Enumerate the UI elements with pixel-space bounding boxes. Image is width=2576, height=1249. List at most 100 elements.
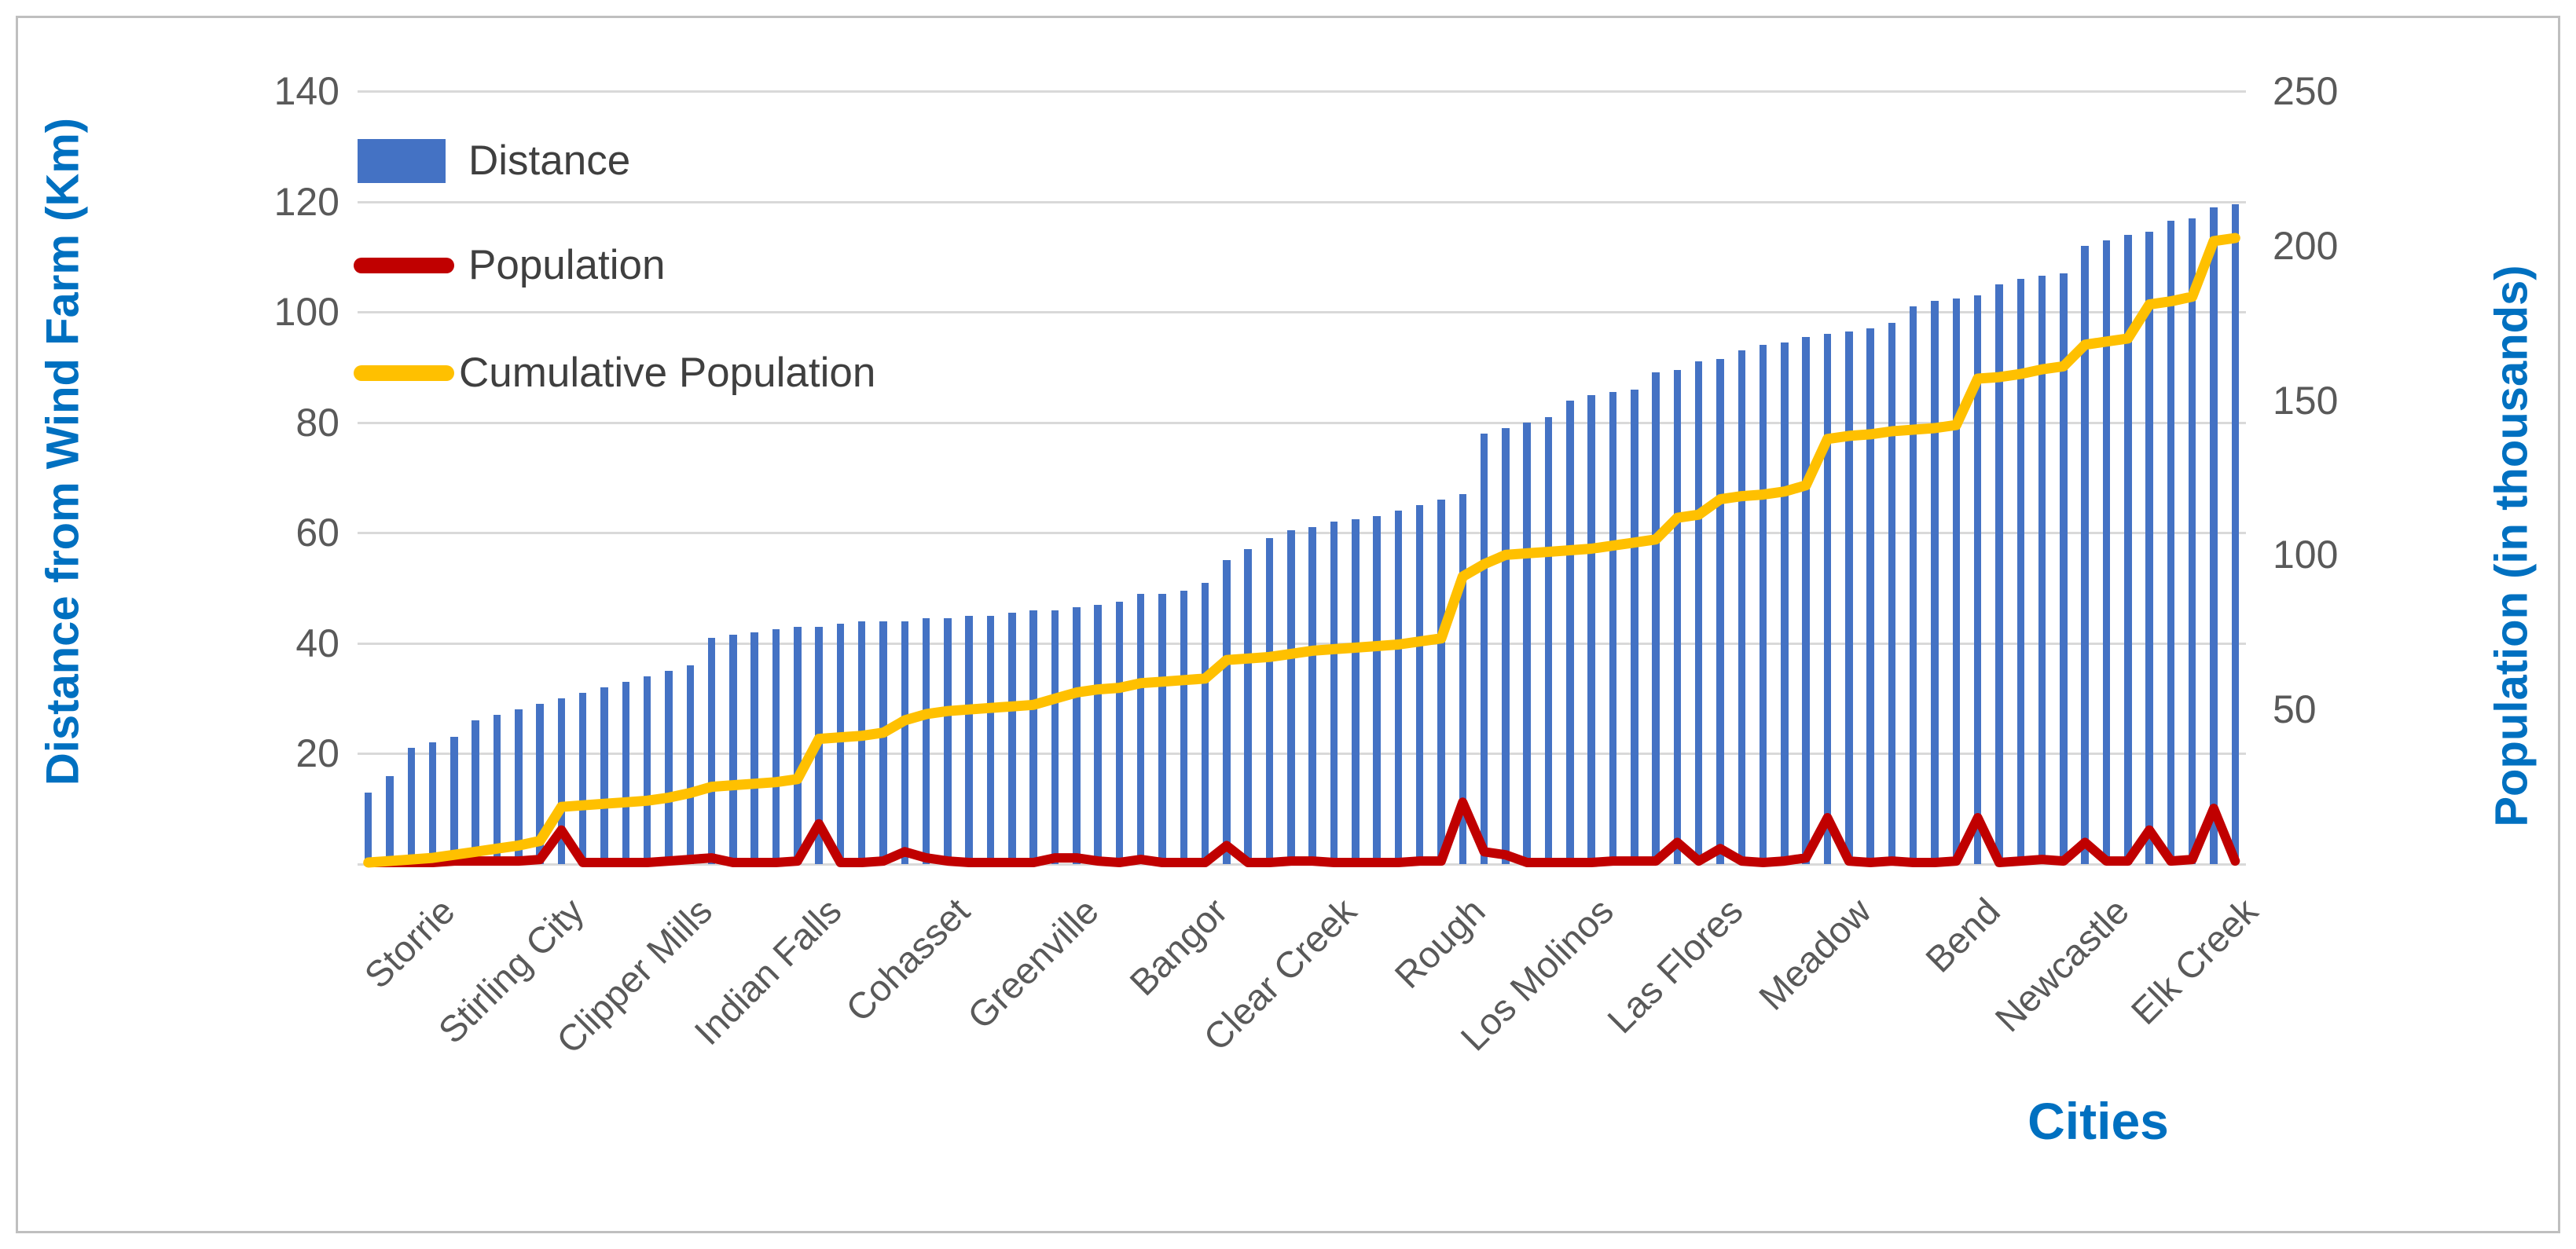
distance-bar: [922, 618, 930, 864]
distance-bar: [1459, 494, 1467, 864]
right-axis-title: Population (in thousands): [2486, 265, 2537, 827]
distance-bar: [2167, 221, 2175, 864]
distance-bar: [1823, 334, 1832, 864]
distance-bar: [1544, 416, 1553, 864]
population-legend-swatch: [354, 258, 454, 273]
distance-bar: [450, 737, 458, 864]
distance-bar: [1673, 369, 1682, 864]
distance-bar: [1759, 345, 1767, 864]
left-tick-label: 100: [273, 290, 339, 335]
distance-bar: [2060, 273, 2068, 864]
distance-bar: [1437, 500, 1445, 864]
distance-bar: [2124, 234, 2132, 864]
distance-bar: [493, 715, 501, 864]
legend-label-population: Population: [468, 242, 666, 288]
distance-bar: [1716, 358, 1724, 864]
distance-bar: [986, 615, 995, 864]
distance-bar: [1094, 604, 1102, 864]
right-tick-label: 150: [2273, 378, 2339, 423]
distance-bar: [1265, 538, 1274, 864]
distance-bar: [686, 665, 694, 864]
distance-bar: [1223, 560, 1231, 864]
right-tick-label: 250: [2273, 69, 2339, 113]
distance-bar: [2188, 218, 2196, 864]
distance-bar: [1909, 306, 1917, 864]
distance-bar: [1287, 529, 1295, 864]
distance-bar: [836, 624, 845, 864]
distance-bar: [557, 698, 566, 864]
distance-bar: [1308, 527, 1316, 864]
distance-bar: [1330, 522, 1338, 864]
distance-bar: [1888, 323, 1896, 864]
distance-bar: [1051, 610, 1059, 864]
distance-bar: [1008, 613, 1016, 864]
distance-bar: [1973, 295, 1982, 864]
distance-bar: [407, 748, 416, 864]
distance-bar: [1781, 342, 1789, 864]
distance-bar: [1029, 610, 1037, 864]
distance-bar: [1352, 518, 1360, 864]
distance-bar: [364, 792, 372, 864]
chart-border: [16, 16, 2560, 1233]
left-tick-label: 120: [273, 179, 339, 224]
distance-bar: [1845, 331, 1853, 864]
distance-bar: [1115, 602, 1124, 864]
x-axis-title: Cities: [2027, 1092, 2169, 1150]
distance-bar: [1415, 505, 1424, 864]
right-tick-label: 50: [2273, 687, 2317, 732]
distance-bar: [515, 709, 523, 864]
distance-bar: [1738, 350, 1746, 864]
distance-bar: [879, 621, 887, 864]
gridline: [358, 532, 2246, 535]
distance-bar: [1609, 392, 1617, 864]
distance-bar: [536, 704, 544, 864]
distance-bar: [1136, 593, 1145, 864]
distance-bar: [578, 693, 587, 864]
distance-bar: [901, 621, 909, 864]
distance-bar: [2102, 240, 2111, 864]
distance-bar: [1480, 433, 1488, 864]
distance-bar: [1694, 361, 1703, 864]
distance-bar: [772, 629, 780, 864]
distance-bar: [965, 615, 973, 864]
distance-bar: [1566, 400, 1574, 864]
gridline: [358, 90, 2246, 93]
distance-bar: [1201, 582, 1209, 864]
distance-bar: [944, 618, 952, 864]
distance-bar: [472, 720, 479, 864]
distance-bar: [1866, 328, 1874, 864]
distance-bar: [2038, 276, 2046, 864]
distance-bar: [1373, 516, 1381, 864]
distance-bar: [1995, 284, 2003, 864]
gridline: [358, 642, 2246, 645]
cumulative-population-line: [363, 233, 2240, 868]
population-line: [363, 797, 2240, 867]
cumulative-legend-swatch: [354, 365, 454, 381]
left-tick-label: 80: [295, 400, 339, 445]
left-tick-label: 140: [273, 69, 339, 113]
distance-bar: [1802, 336, 1810, 864]
distance-bar: [1931, 301, 1939, 864]
distance-bar: [1523, 422, 1531, 864]
distance-bar: [1952, 298, 1961, 864]
distance-bar: [1158, 593, 1166, 864]
distance-bar: [1631, 389, 1638, 864]
left-tick-label: 20: [295, 731, 339, 776]
distance-bar: [1502, 427, 1510, 864]
distance-bar: [622, 682, 630, 864]
distance-bar: [600, 687, 608, 864]
distance-bar: [2210, 207, 2218, 864]
distance-bar: [643, 676, 651, 864]
distance-bar: [750, 632, 758, 864]
distance-bar: [1244, 549, 1252, 864]
gridline: [358, 753, 2246, 756]
distance-bar: [1394, 511, 1403, 864]
legend-label-distance: Distance: [468, 137, 631, 184]
distance-bar: [2145, 232, 2153, 864]
distance-bar: [2081, 245, 2089, 864]
lines-layer: [363, 233, 2240, 868]
distance-bar: [707, 637, 716, 864]
distance-legend-swatch: [358, 139, 446, 183]
distance-bar: [729, 635, 737, 864]
